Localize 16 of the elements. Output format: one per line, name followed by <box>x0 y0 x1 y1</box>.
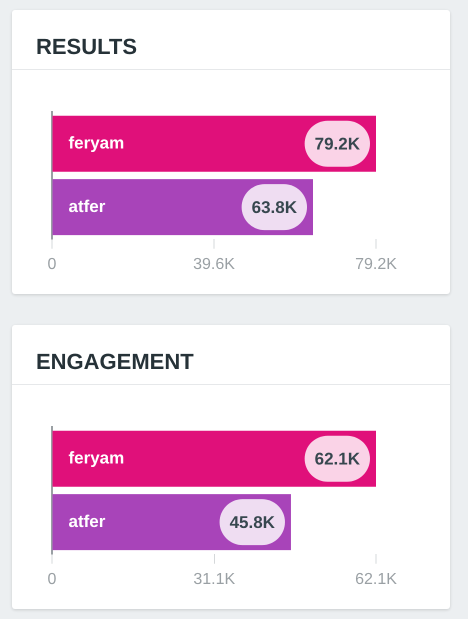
data-label: 45.8K <box>230 512 276 532</box>
chart-title: RESULTS <box>12 10 450 70</box>
y-tick-label: atfer <box>68 196 106 216</box>
chart-title: ENGAGEMENT <box>12 325 450 385</box>
x-tick-label: 0 <box>48 256 57 273</box>
data-label: 79.2K <box>314 134 361 154</box>
data-label: 62.1K <box>314 449 361 468</box>
y-tick-label: atfer <box>68 512 106 531</box>
x-tick-label: 62.1K <box>355 570 398 588</box>
y-tick-label: feryam <box>68 133 124 152</box>
y-tick-label: feryam <box>68 448 124 468</box>
x-tick-label: 0 <box>48 570 57 588</box>
x-tick-label: 79.2K <box>355 256 398 273</box>
x-tick-label: 31.1K <box>193 570 236 588</box>
x-tick-label: 39.6K <box>193 256 236 273</box>
data-label: 63.8K <box>252 198 298 217</box>
